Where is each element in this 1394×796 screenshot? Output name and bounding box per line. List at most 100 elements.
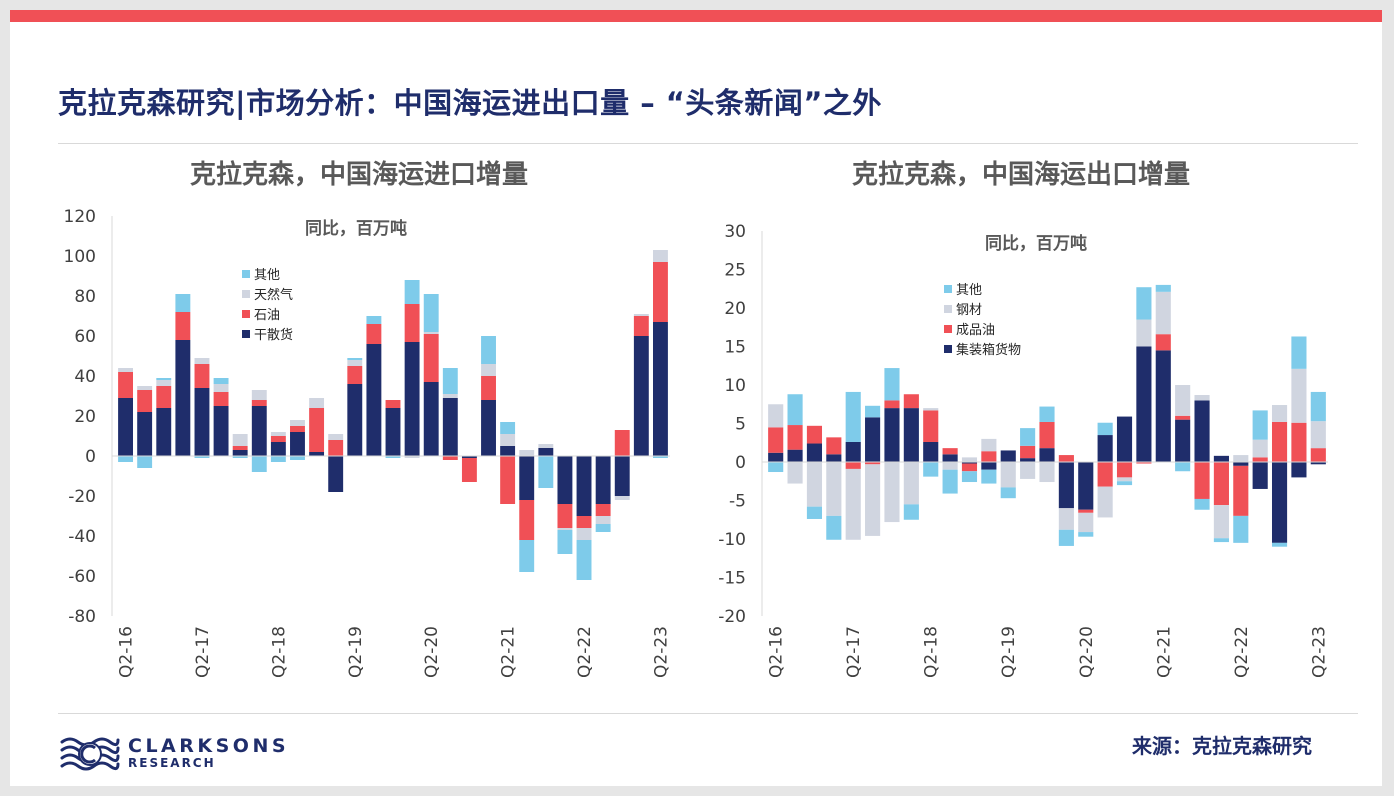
export-bar-0 [884,408,900,462]
import-y-tick-label: -20 [68,487,96,507]
import-bar-2 [653,250,668,262]
import-bar-0 [347,384,363,456]
import-x-tick-label: Q2-20 [422,626,442,678]
import-bar-3 [481,336,496,364]
import-bar-0 [232,450,248,456]
import-bar-2 [232,434,248,446]
import-bar-2 [423,332,439,334]
export-bar-0 [961,462,978,464]
export-bar-0 [1252,462,1268,489]
import-bar-1 [251,400,267,406]
export-bar-2 [1194,395,1210,401]
import-bar-1 [423,334,439,382]
import-bar-1 [290,426,305,432]
import-bar-1 [614,430,630,456]
export-legend-label: 其他 [956,283,982,298]
export-bar-0 [865,417,881,462]
export-bar-2 [1252,439,1268,458]
export-bar-3 [1155,284,1171,292]
export-y-tick-label: -20 [718,607,746,627]
export-bar-2 [1136,319,1152,347]
import-bar-0 [557,456,573,504]
export-legend-label: 集装箱货物 [956,342,1021,358]
import-bar-1 [404,304,420,342]
logo-name: CLARKSONS [128,735,290,757]
export-bar-0 [787,449,803,462]
export-bar-3 [787,394,803,426]
export-bar-3 [1039,406,1055,422]
import-bar-2 [500,434,516,446]
slide: 克拉克森研究|市场分析：中国海运进出口量 – “头条新闻”之外 克拉克森，中国海… [10,10,1382,786]
export-x-tick-label: Q2-19 [999,626,1019,678]
import-bar-2 [194,358,210,364]
import-bar-1 [442,456,458,460]
export-bar-1 [1136,462,1152,464]
import-bar-3 [385,456,401,458]
import-legend-label: 其他 [254,268,280,283]
export-bar-2 [942,462,958,470]
import-bar-0 [366,344,382,456]
import-bar-1 [347,366,363,384]
import-bar-3 [194,456,210,458]
import-y-tick-label: 80 [74,287,96,307]
export-bar-1 [1194,462,1210,499]
import-x-tick-label: Q2-17 [193,626,213,678]
import-x-tick-label: Q2-19 [346,626,366,678]
export-bar-0 [1136,346,1152,462]
export-x-tick-label: Q2-18 [922,626,942,678]
import-bar-3 [538,456,554,488]
export-y-tick-label: 5 [735,415,746,435]
export-bar-1 [961,463,978,472]
import-bar-1 [576,516,592,528]
import-bar-0 [290,432,305,456]
export-bar-2 [865,464,881,536]
export-bar-1 [1310,448,1326,462]
export-chart-title: 克拉克森，中国海运出口增量 [852,160,1191,190]
import-y-tick-label: 60 [74,327,96,347]
export-bar-1 [1155,334,1171,351]
import-bar-2 [614,496,630,500]
import-bar-0 [461,456,477,458]
import-legend-label: 干散货 [254,327,293,343]
export-x-tick-label: Q2-21 [1154,626,1174,678]
import-bar-1 [213,392,229,406]
export-bar-0 [1039,448,1055,462]
import-bar-1 [519,500,535,540]
export-bar-3 [942,469,958,494]
export-bar-2 [884,462,900,523]
import-bar-3 [270,456,286,462]
import-bar-3 [595,524,611,532]
import-bar-0 [653,322,668,456]
import-bar-3 [404,280,420,304]
export-bar-1 [1078,509,1094,513]
export-bar-3 [903,504,919,520]
import-bar-3 [500,422,516,434]
export-bar-2 [1039,462,1055,483]
import-x-tick-label: Q2-23 [651,626,671,678]
export-bar-2 [1233,455,1249,462]
export-bar-1 [1020,445,1036,459]
import-chart: -80 -60 -40 -20 0 20 40 60 80 100 120 同比，百万吨 Q2-16 Q2… [64,207,672,678]
export-unit-label: 同比，百万吨 [985,233,1087,254]
export-bar-1 [768,427,784,453]
clarksons-logo: CLARKSONS RESEARCH [60,734,286,774]
import-bar-3 [576,540,592,580]
import-y-tick-label: 0 [85,447,96,467]
export-bar-1 [1271,421,1288,462]
import-bar-1 [118,372,133,398]
export-bar-0 [1310,462,1326,465]
export-bar-0 [1020,458,1036,462]
export-bar-3 [1310,391,1326,422]
export-x-tick-label: Q2-23 [1309,626,1329,678]
export-bar-1 [826,437,842,455]
export-bar-0 [826,454,842,462]
export-x-tick-label: Q2-17 [844,626,864,678]
export-bar-0 [768,452,784,462]
export-bar-2 [903,462,919,505]
export-bar-3 [806,506,823,519]
import-bar-0 [251,406,267,456]
export-y-tick-label: -10 [718,530,746,550]
import-bar-0 [156,408,172,456]
export-bar-2 [1078,512,1094,533]
import-legend-label: 石油 [254,308,280,323]
